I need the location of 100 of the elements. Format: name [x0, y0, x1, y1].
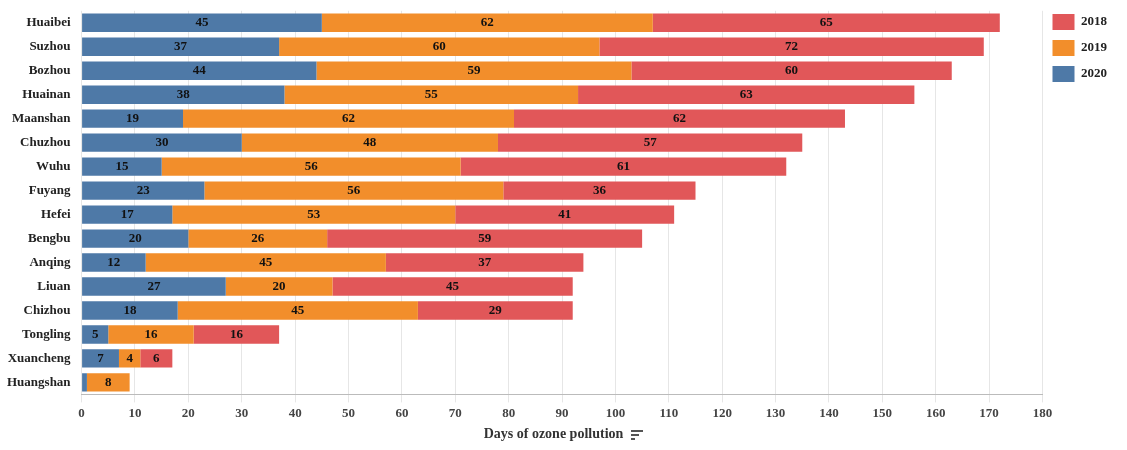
x-tick-label: 90: [555, 404, 569, 420]
y-tick-label: Liuan: [37, 277, 72, 293]
data-label: 45: [291, 301, 305, 317]
bar: [82, 157, 162, 176]
bar: [455, 205, 675, 224]
x-tick-label: 120: [712, 404, 732, 420]
bar: [279, 37, 600, 56]
legend-label: 2019: [1081, 39, 1108, 55]
data-label: 55: [424, 86, 439, 102]
data-label: 62: [342, 110, 356, 126]
data-label: 6: [153, 349, 161, 365]
bar: [578, 85, 915, 104]
data-label: 45: [195, 14, 209, 30]
data-label: 16: [229, 325, 244, 341]
bar: [82, 109, 184, 128]
bar: [82, 277, 226, 296]
bar: [82, 37, 280, 56]
y-tick-label: Maanshan: [12, 110, 72, 126]
data-label: 65: [819, 14, 834, 30]
data-label: 38: [176, 86, 191, 102]
x-tick-label: 30: [235, 404, 249, 420]
bar: [145, 253, 386, 272]
bar: [514, 109, 845, 128]
bar: [241, 133, 498, 152]
bar: [161, 157, 461, 176]
bar: [497, 133, 803, 152]
bar: [82, 349, 119, 368]
bar: [82, 325, 109, 344]
x-tick-label: 130: [765, 404, 786, 420]
data-label: 36: [592, 181, 607, 197]
data-label: 26: [251, 229, 265, 245]
x-tick-label: 180: [1032, 404, 1053, 420]
bar: [82, 61, 317, 80]
x-tick-label: 20: [181, 404, 195, 420]
y-tick-label: Huaibei: [26, 14, 71, 30]
y-tick-label: Chizhou: [23, 301, 71, 317]
data-label: 12: [107, 253, 121, 269]
bar: [599, 37, 984, 56]
data-label: 19: [126, 110, 140, 126]
y-tick-label: Huangshan: [7, 373, 72, 389]
y-tick-label: Wuhu: [36, 158, 71, 173]
x-tick-label: 140: [819, 404, 839, 420]
data-label: 61: [616, 158, 630, 173]
x-tick-label: 70: [448, 404, 462, 420]
y-tick-label: Tongling: [21, 325, 72, 341]
legend-label: 2020: [1081, 65, 1107, 81]
bar: [183, 109, 514, 128]
data-label: 8: [105, 373, 113, 389]
data-label: 23: [136, 181, 151, 197]
data-label: 37: [174, 38, 188, 54]
bar: [118, 349, 141, 368]
x-tick-label: 150: [872, 404, 893, 420]
bar: [82, 133, 242, 152]
y-tick-label: Anqing: [29, 253, 72, 269]
data-label: 72: [785, 38, 799, 54]
bar: [82, 181, 205, 200]
data-label: 18: [123, 301, 137, 317]
x-tick-label: 170: [979, 404, 999, 420]
data-label: 56: [347, 181, 361, 197]
data-label: 63: [739, 86, 754, 102]
bar: [225, 277, 333, 296]
data-label: 59: [478, 229, 492, 245]
bar: [140, 349, 173, 368]
y-tick-label: Bozhou: [28, 62, 71, 78]
data-label: 56: [304, 158, 319, 173]
bar: [188, 229, 328, 248]
data-label: 62: [672, 110, 686, 126]
data-label: 57: [643, 134, 658, 150]
data-label: 44: [192, 62, 207, 78]
data-label: 16: [144, 325, 158, 341]
x-tick-label: 0: [78, 404, 85, 420]
bar: [321, 13, 653, 32]
bar: [284, 85, 579, 104]
bar: [177, 301, 418, 320]
x-tick-label: 10: [128, 404, 142, 420]
bar: [652, 13, 1000, 32]
data-label: 45: [259, 253, 273, 269]
x-tick-label: 60: [395, 404, 409, 420]
data-label: 59: [467, 62, 481, 78]
data-label: 37: [478, 253, 492, 269]
bar: [86, 373, 130, 392]
bar: [327, 229, 643, 248]
bar: [82, 373, 87, 392]
y-tick-label: Huainan: [22, 86, 72, 102]
bar: [332, 277, 573, 296]
data-label: 48: [363, 134, 377, 150]
y-tick-label: Hefei: [41, 205, 71, 221]
x-tick-label: 100: [605, 404, 626, 420]
y-tick-label: Chuzhou: [20, 134, 71, 150]
legend-label: 2018: [1081, 13, 1108, 29]
bar: [82, 85, 285, 104]
data-label: 27: [147, 277, 161, 293]
bar: [82, 301, 178, 320]
x-tick-label: 50: [342, 404, 356, 420]
data-label: 53: [307, 205, 321, 221]
y-tick-label: Bengbu: [27, 229, 71, 245]
bar: [193, 325, 280, 344]
bar: [417, 301, 573, 320]
y-tick-label: Fuyang: [28, 181, 72, 197]
x-tick-label: 110: [659, 404, 679, 420]
